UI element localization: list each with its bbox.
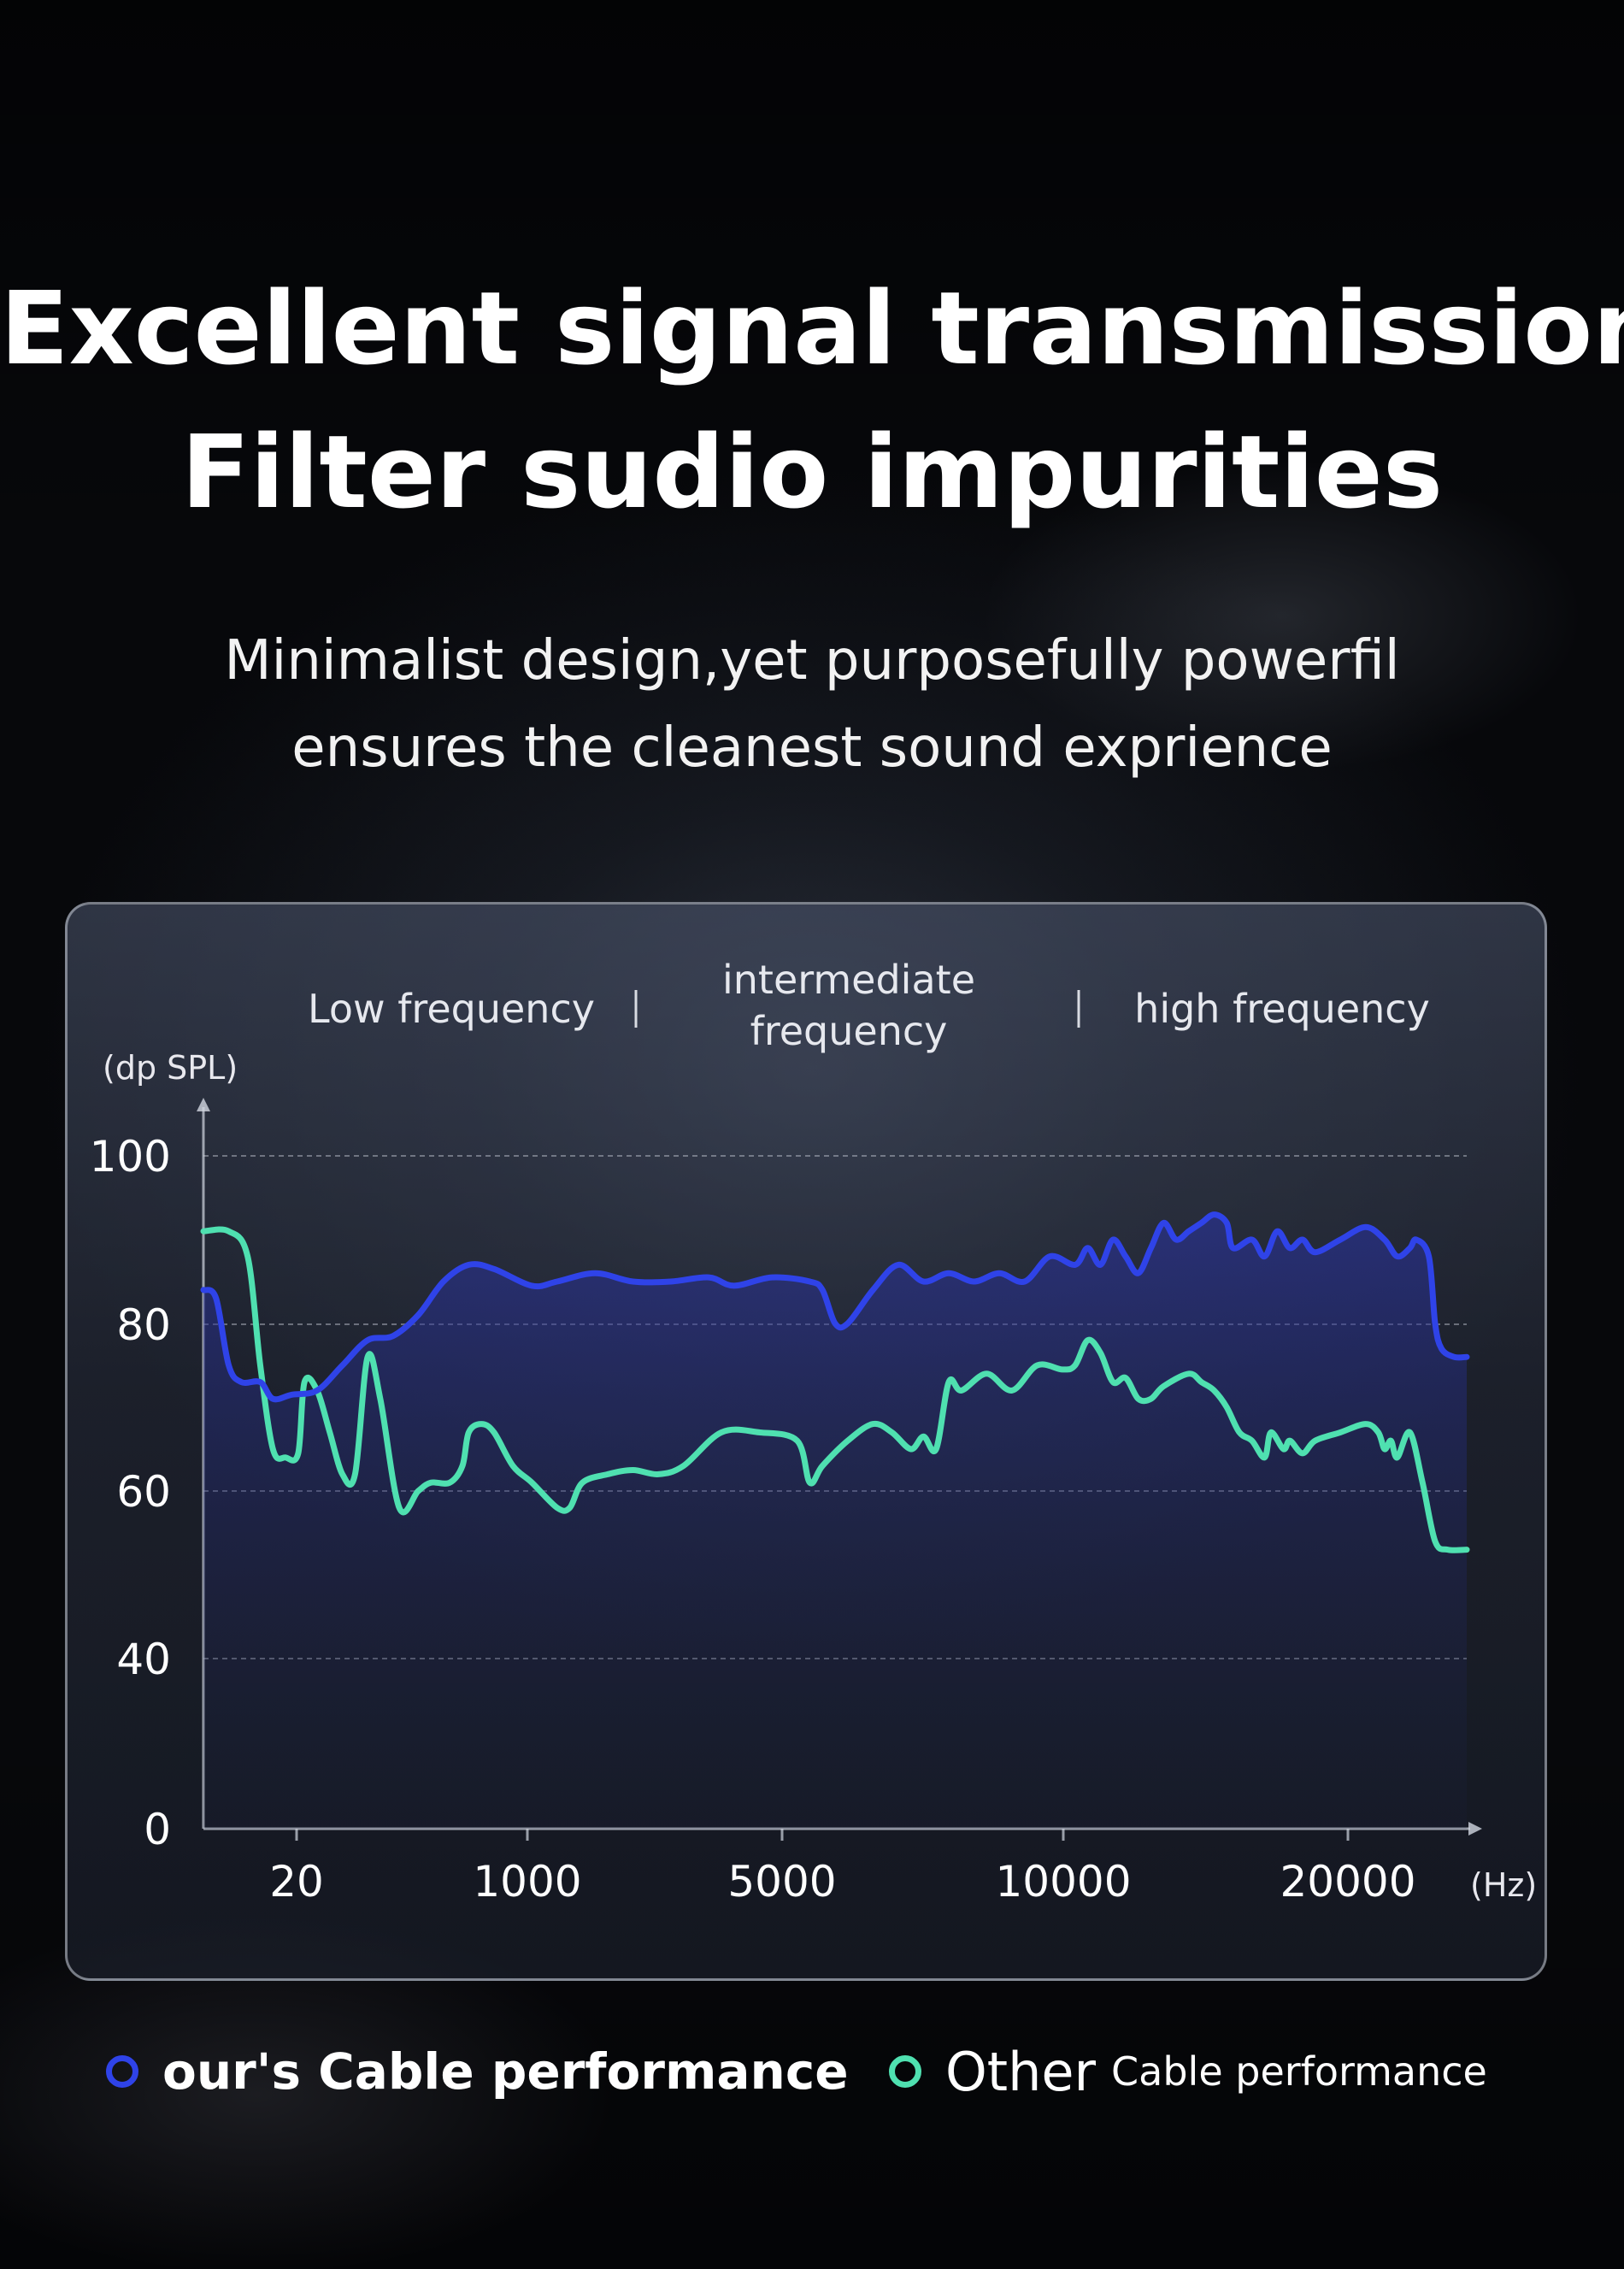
y-tick-label: 0 [144,1805,171,1854]
legend-ours-label: our's Cable performance [162,2042,849,2101]
ours-area-fill [203,1214,1467,1829]
band-low-label: Low frequency [308,986,595,1032]
band-high-label: high frequency [1134,986,1430,1032]
legend-other-label-big: Other [945,2040,1097,2103]
series-line-ours [200,1211,1470,1403]
frequency-bands: Low frequency intermediate frequency high f… [308,957,1430,1054]
series [200,1211,1470,1553]
subtitle: Minimalist design,yet purposefully power… [0,617,1624,792]
green-ring-icon [889,2055,921,2088]
title-line-1: Excellent signal transmission [0,269,1624,387]
title-line-2: Filter sudio impurities [180,413,1444,531]
tick-labels: 100 80 60 40 0 (dp SPL) 20 1000 5000 10000 20000 (H… [90,1049,1538,1907]
y-tick-label: 80 [116,1300,171,1350]
legend-other-label-small: Cable performance [1111,2048,1487,2095]
x-tick-label: 20 [269,1857,324,1907]
x-tick-label: 20000 [1280,1857,1415,1907]
x-tick-label: 1000 [473,1857,581,1907]
y-tick-label: 60 [116,1467,171,1517]
y-tick-label: 40 [116,1635,171,1684]
y-axis-label: (dp SPL) [103,1049,238,1087]
legend-item-ours: our's Cable performance [106,2042,849,2101]
band-mid-label-line2: frequency [750,1008,948,1054]
legend-item-other: Other Cable performance [889,2040,1487,2103]
x-tick-label: 10000 [995,1857,1131,1907]
blue-ring-icon [106,2055,138,2088]
series-line-other [200,1226,1470,1553]
y-axis-arrow-icon [197,1098,210,1111]
x-tick-label: 5000 [727,1857,836,1907]
subtitle-line-2: ensures the cleanest sound exprience [291,716,1333,780]
x-axis-unit: (Hz) [1470,1866,1537,1904]
x-axis-arrow-icon [1468,1822,1482,1836]
page-title: Excellent signal transmission Filter sud… [0,256,1624,544]
subtitle-line-1: Minimalist design,yet purposefully power… [224,629,1400,692]
band-mid-label: intermediate [722,957,975,1003]
y-tick-label: 100 [90,1132,171,1182]
